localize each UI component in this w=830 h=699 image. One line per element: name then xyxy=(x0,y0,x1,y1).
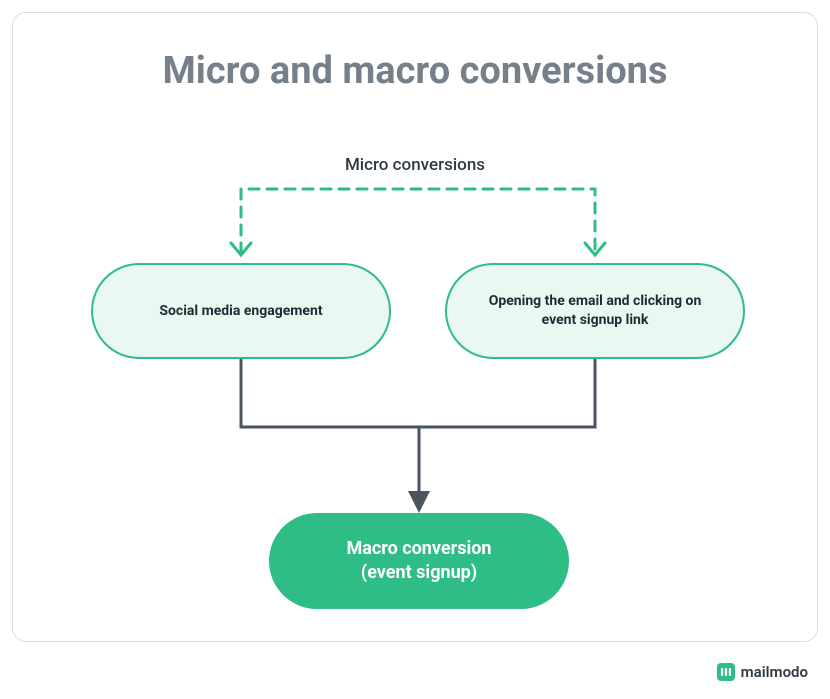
micro-node-social-label: Social media engagement xyxy=(159,302,322,321)
micro-node-email-label: Opening the email and clicking on event … xyxy=(475,292,715,330)
micro-conversions-label: Micro conversions xyxy=(13,155,817,175)
dashed-arrowhead-right xyxy=(585,243,605,255)
diagram-title: Micro and macro conversions xyxy=(13,49,817,93)
micro-node-email: Opening the email and clicking on event … xyxy=(445,263,745,359)
brand-badge: mailmodo xyxy=(717,663,808,681)
micro-node-social: Social media engagement xyxy=(91,263,391,359)
macro-node-label-line2: (event signup) xyxy=(361,562,477,583)
brand-text: mailmodo xyxy=(741,663,808,681)
merge-arrowhead xyxy=(408,491,430,513)
brand-logo-icon xyxy=(717,663,735,681)
macro-node-label: Macro conversion (event signup) xyxy=(347,537,492,586)
merge-connector-horizontal xyxy=(241,359,595,427)
dashed-arrowhead-left xyxy=(231,243,251,255)
diagram-card: Micro and macro conversions Micro conver… xyxy=(12,12,818,642)
micro-dashed-connector xyxy=(241,189,595,253)
macro-node: Macro conversion (event signup) xyxy=(269,513,569,609)
macro-node-label-line1: Macro conversion xyxy=(347,538,492,559)
